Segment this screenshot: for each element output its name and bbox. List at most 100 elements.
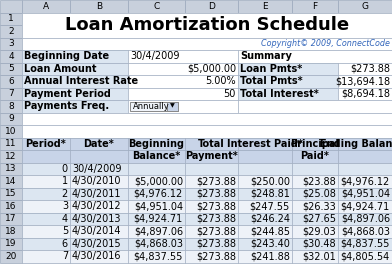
Text: 1: 1 [8,14,14,23]
Text: Total Pmts*: Total Pmts* [240,76,303,86]
Bar [22,87,392,100]
Bar [70,175,128,188]
Text: $273.88: $273.88 [196,239,236,249]
Text: $32.01: $32.01 [302,251,336,261]
Text: $4,924.71: $4,924.71 [134,214,183,224]
Text: $8,694.18: $8,694.18 [341,89,390,99]
Bar [128,238,185,250]
Bar [338,200,392,213]
Text: 17: 17 [5,214,17,223]
Bar [292,175,338,188]
Bar [70,250,128,263]
Bar [0,125,22,138]
Bar [22,238,70,250]
Text: $250.00: $250.00 [250,176,290,186]
Text: $29.03: $29.03 [302,226,336,236]
Bar [292,138,338,150]
Bar [238,0,292,12]
Text: $4,951.04: $4,951.04 [341,189,390,199]
Text: $273.88: $273.88 [196,176,236,186]
Bar [292,188,338,200]
Bar [292,0,338,12]
Text: 4/30/2012: 4/30/2012 [72,201,122,211]
Bar [292,225,338,238]
Bar [338,163,392,175]
Text: $4,976.12: $4,976.12 [134,189,183,199]
Text: 14: 14 [5,177,17,186]
Bar [338,188,392,200]
Bar [0,188,22,200]
Text: 7: 7 [8,89,14,98]
Text: 15: 15 [5,189,17,198]
Bar [185,150,238,163]
Text: 4: 4 [62,214,68,224]
Bar [338,238,392,250]
Text: 5: 5 [62,226,68,236]
Text: $4,924.71: $4,924.71 [341,201,390,211]
Text: 4/30/2015: 4/30/2015 [72,239,122,249]
Bar [128,225,185,238]
Text: Total Interest*: Total Interest* [240,89,319,99]
Text: $5,000.00: $5,000.00 [134,176,183,186]
Bar [128,213,185,225]
Text: Balance*: Balance* [132,151,181,161]
Text: Interest Paid*: Interest Paid* [227,139,303,149]
Bar [185,163,238,175]
Text: 11: 11 [5,139,17,148]
Bar [292,150,338,163]
Bar [0,225,22,238]
Bar [70,163,128,175]
Bar [128,163,185,175]
Bar [22,12,392,37]
Text: 2: 2 [8,27,14,36]
Bar [338,138,392,150]
Text: $243.40: $243.40 [250,239,290,249]
Bar [70,213,128,225]
Text: $25.08: $25.08 [302,189,336,199]
Text: $4,868.03: $4,868.03 [341,226,390,236]
Bar [338,213,392,225]
Text: 10: 10 [5,127,17,136]
Bar [338,225,392,238]
Bar [0,138,22,150]
Text: 6: 6 [8,77,14,86]
Bar [185,213,238,225]
Bar [128,188,185,200]
Text: A: A [43,2,49,11]
Bar [238,100,392,112]
Bar [0,200,22,213]
Text: 4: 4 [8,52,14,61]
Bar [0,238,22,250]
Text: Copyright© 2009, ConnectCode: Copyright© 2009, ConnectCode [261,39,390,48]
Text: $13,694.18: $13,694.18 [335,76,390,86]
Bar [70,150,128,163]
Bar [0,37,22,50]
Bar [128,0,185,12]
Bar [22,50,392,62]
Bar [22,12,392,25]
Bar [238,62,338,75]
Bar [22,163,70,175]
Bar [185,138,238,150]
Bar [185,250,238,263]
Bar [22,238,392,250]
Bar [0,163,22,175]
Bar [70,138,128,150]
Bar [338,62,392,75]
Bar [238,200,292,213]
Text: Annual Interest Rate: Annual Interest Rate [24,76,138,86]
Text: $4,897.06: $4,897.06 [341,214,390,224]
Bar [22,175,70,188]
Bar [22,37,392,50]
Bar [22,100,128,112]
Text: 9: 9 [8,114,14,123]
Bar [338,150,392,163]
Bar [22,200,392,213]
Text: $23.88: $23.88 [302,176,336,186]
Text: 7: 7 [62,251,68,261]
Text: 5.00%: 5.00% [205,76,236,86]
Bar [22,0,70,12]
Bar [185,238,238,250]
Bar [22,125,392,138]
Text: Principal: Principal [290,139,339,149]
